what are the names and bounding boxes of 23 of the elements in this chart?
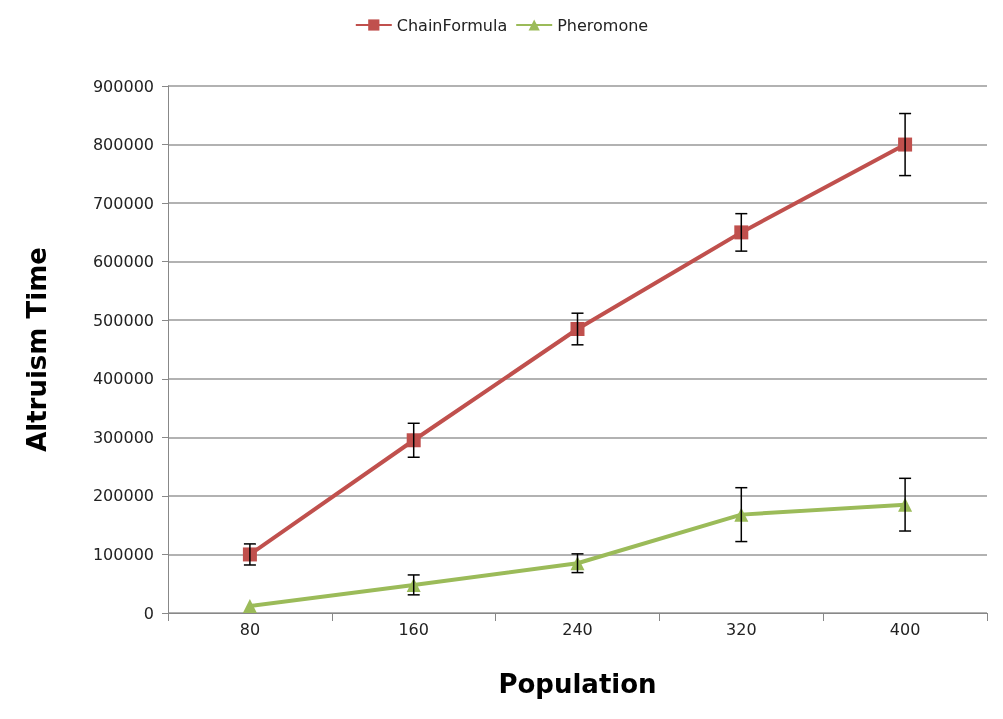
y-tick-label: 100000 [92, 544, 154, 564]
y-tick-label: 700000 [92, 193, 154, 213]
y-tick-label: 900000 [92, 76, 154, 96]
x-tick-label: 320 [726, 619, 757, 639]
point [734, 225, 749, 240]
point [570, 322, 585, 337]
x-axis-title: Population [498, 669, 657, 699]
x-tick-label: 160 [398, 619, 429, 639]
y-tick-label: 800000 [92, 135, 154, 155]
y-axis-title: Altruism Time [22, 247, 52, 452]
x-tick-label: 240 [562, 619, 593, 639]
y-tick-label: 600000 [92, 252, 154, 272]
legend-label: ChainFormula [396, 15, 508, 35]
x-tick-label: 400 [889, 619, 921, 639]
point [242, 598, 257, 613]
y-tick-label: 500000 [92, 310, 154, 330]
y-tick-label: 0 [143, 603, 154, 623]
point [406, 433, 421, 448]
y-tick-label: 200000 [92, 486, 154, 506]
legend-label: Pheromone [557, 15, 649, 35]
y-tick-label: 400000 [92, 369, 154, 389]
y-tick-label: 300000 [92, 427, 154, 447]
x-tick-label: 80 [239, 619, 261, 639]
